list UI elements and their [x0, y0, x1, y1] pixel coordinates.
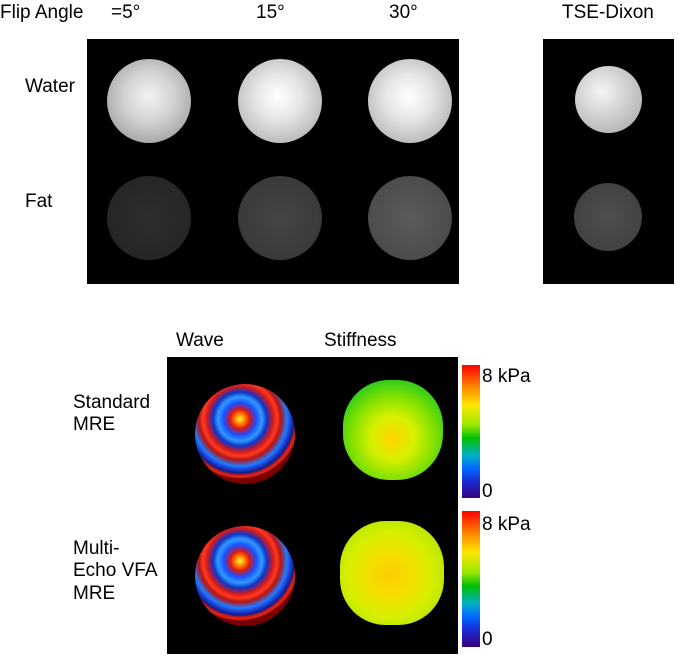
- colorbar-multi-echo: [462, 511, 480, 647]
- stiffness-image-multi-echo: [340, 521, 444, 625]
- fat-image-15deg: [238, 176, 322, 260]
- water-image-5deg: [107, 59, 191, 143]
- flip-angle-image-panel: [87, 39, 459, 284]
- row-label-multi-line2: Echo VFA: [73, 560, 158, 582]
- angle-15-label: 15°: [256, 2, 285, 23]
- water-image-tse: [575, 66, 642, 133]
- wave-image-multi-echo: [195, 526, 295, 626]
- row-label-standard-mre: Standard MRE: [73, 392, 150, 437]
- row-label-multi-echo-vfa-mre: Multi- Echo VFA MRE: [73, 538, 158, 605]
- row-label-multi-line3: MRE: [73, 582, 116, 604]
- tse-dixon-image-panel: [543, 39, 674, 284]
- angle-30-label: 30°: [389, 2, 418, 23]
- mre-image-panel: [167, 357, 458, 654]
- row-label-standard-line2: MRE: [73, 414, 116, 436]
- stiffness-column-label: Stiffness: [324, 330, 397, 351]
- fat-image-30deg: [368, 176, 452, 260]
- wave-image-standard: [195, 384, 295, 484]
- row-label-standard-line1: Standard: [73, 392, 151, 413]
- water-image-30deg: [368, 59, 452, 143]
- colorbar-multi-echo-max-label: 8 kPa: [482, 514, 531, 535]
- fat-image-5deg: [107, 176, 191, 260]
- row-label-fat: Fat: [25, 191, 53, 212]
- colorbar-standard-min-label: 0: [482, 481, 493, 502]
- stiffness-image-standard: [343, 380, 443, 480]
- flip-angle-label: Flip Angle: [0, 2, 84, 23]
- angle-5-label: =5°: [111, 2, 141, 23]
- row-label-multi-line1: Multi-: [73, 538, 120, 559]
- wave-column-label: Wave: [176, 330, 224, 351]
- water-image-15deg: [238, 59, 322, 143]
- colorbar-multi-echo-min-label: 0: [482, 629, 493, 650]
- colorbar-standard: [462, 365, 480, 498]
- fat-image-tse: [574, 183, 642, 251]
- colorbar-standard-max-label: 8 kPa: [482, 366, 531, 387]
- tse-dixon-label: TSE-Dixon: [562, 2, 654, 23]
- row-label-water: Water: [25, 76, 75, 97]
